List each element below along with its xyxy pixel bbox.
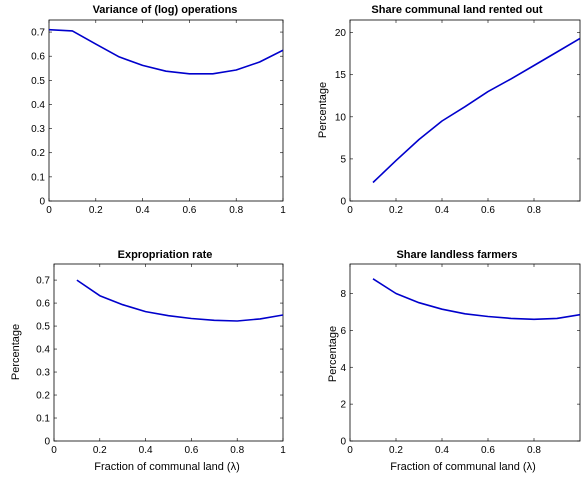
x-tick-label: 0.4 [435, 205, 449, 216]
y-tick-label: 6 [340, 326, 346, 337]
x-tick-label: 0.8 [527, 445, 541, 456]
x-axis-label: Fraction of communal land (λ) [94, 461, 240, 473]
x-tick-label: 0.6 [481, 205, 495, 216]
chart-title: Variance of (log) operations [93, 4, 238, 16]
panel-expropriation-rate: Expropriation rate Percentage Fraction o… [10, 249, 286, 473]
plot-frame [48, 19, 284, 202]
y-axis-label: Percentage [317, 82, 329, 138]
chart-title: Share landless farmers [396, 249, 517, 261]
x-tick-label: 0.6 [481, 445, 495, 456]
y-tick-label: 0.3 [31, 124, 45, 135]
panel-variance-log-operations: Variance of (log) operations 0 0.2 0.4 0.6 0… [31, 4, 286, 216]
x-tick-label: 0.6 [182, 205, 196, 216]
x-tick-label: 0.2 [89, 205, 103, 216]
y-tick-label: 20 [335, 28, 347, 39]
x-tick-label: 0.8 [527, 205, 541, 216]
y-tick-label: 4 [340, 363, 346, 374]
y-tick-label: 0.7 [31, 28, 45, 39]
y-tick-label: 0 [44, 437, 50, 448]
series-line [76, 279, 283, 322]
series-line [372, 37, 580, 184]
x-tick-label: 0 [347, 205, 353, 216]
x-tick-label: 1 [280, 205, 286, 216]
y-tick-label: 0 [39, 197, 45, 208]
y-tick-label: 8 [340, 289, 346, 300]
plot-frame [53, 263, 284, 442]
panel-share-landless-farmers: Share landless farmers Percentage Fracti… [327, 249, 581, 473]
series-line [372, 278, 580, 321]
y-tick-label: 0 [340, 197, 346, 208]
y-tick-label: 0.1 [36, 414, 50, 425]
x-tick-label: 0.2 [93, 445, 107, 456]
plot-frame [349, 263, 581, 442]
x-tick-label: 0.2 [389, 205, 403, 216]
y-tick-label: 0.1 [31, 172, 45, 183]
series-line [49, 28, 283, 75]
y-tick-label: 0.4 [36, 345, 50, 356]
y-tick-label: 2 [340, 400, 346, 411]
x-tick-label: 0.4 [136, 205, 150, 216]
y-tick-label: 0.6 [31, 52, 45, 63]
x-tick-label: 0 [46, 205, 52, 216]
x-tick-label: 0 [347, 445, 353, 456]
y-tick-label: 0.3 [36, 368, 50, 379]
y-axis-label: Percentage [10, 324, 22, 380]
chart-title: Expropriation rate [118, 249, 213, 261]
panel-share-communal-land-rented-out: Share communal land rented out Percentag… [317, 4, 581, 216]
x-tick-label: 0.8 [230, 445, 244, 456]
y-tick-label: 0.2 [31, 148, 45, 159]
y-tick-label: 10 [335, 112, 347, 123]
y-tick-label: 0.5 [31, 76, 45, 87]
x-tick-label: 0.2 [389, 445, 403, 456]
y-tick-label: 0.2 [36, 391, 50, 402]
x-tick-label: 0 [51, 445, 57, 456]
x-axis-label: Fraction of communal land (λ) [390, 461, 536, 473]
x-tick-label: 1 [280, 445, 286, 456]
x-tick-label: 0.6 [184, 445, 198, 456]
plot-frame [349, 19, 581, 202]
y-tick-label: 0.5 [36, 322, 50, 333]
y-tick-label: 0.7 [36, 276, 50, 287]
y-axis-label: Percentage [327, 326, 339, 382]
y-tick-label: 0.6 [36, 299, 50, 310]
x-tick-label: 0.8 [229, 205, 243, 216]
y-tick-label: 0.4 [31, 100, 45, 111]
y-tick-label: 0 [340, 437, 346, 448]
y-tick-label: 15 [335, 70, 347, 81]
x-tick-label: 0.4 [435, 445, 449, 456]
y-tick-label: 5 [340, 154, 346, 165]
chart-title: Share communal land rented out [371, 4, 542, 16]
x-tick-label: 0.4 [139, 445, 153, 456]
